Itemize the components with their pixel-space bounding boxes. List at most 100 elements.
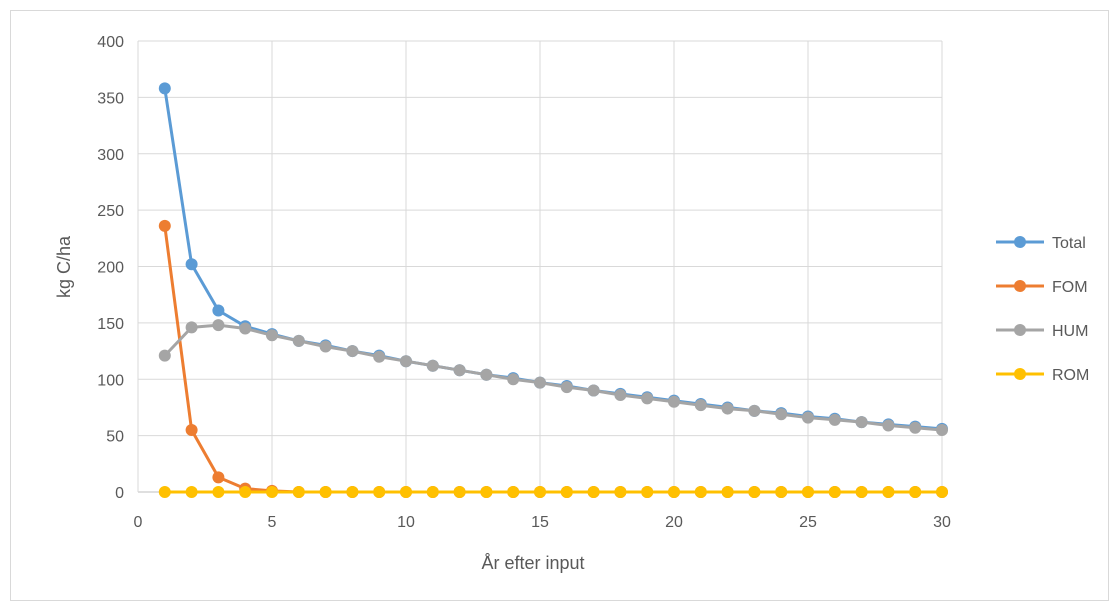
data-point-hum (373, 350, 386, 363)
y-tick-label: 400 (97, 34, 124, 51)
data-point-rom (426, 486, 439, 498)
y-axis-title: kg C/ha (54, 235, 74, 298)
data-point-rom (346, 486, 359, 498)
data-point-hum (855, 416, 868, 429)
data-point-rom (668, 486, 680, 498)
x-axis-title: År efter input (481, 553, 584, 573)
data-point-hum (426, 359, 439, 372)
y-tick-label: 0 (115, 485, 124, 502)
x-tick-label: 30 (933, 514, 951, 531)
data-point-rom (266, 486, 278, 498)
series-total (158, 82, 948, 435)
data-point-rom (721, 486, 734, 498)
gridlines (137, 40, 943, 493)
data-point-hum (694, 399, 707, 412)
data-point-rom (936, 486, 948, 498)
x-tick-label: 25 (799, 514, 817, 531)
legend: Total FOM HUM ROM (996, 235, 1089, 384)
data-point-total (212, 304, 225, 317)
data-point-rom (802, 486, 814, 498)
series-lines (158, 82, 948, 498)
legend-label: FOM (1052, 279, 1088, 296)
legend-item-total: Total (996, 235, 1086, 252)
data-point-fom (158, 219, 171, 232)
data-point-hum (802, 411, 814, 424)
y-axis-ticks: 0 50 100 150 200 250 300 350 400 (97, 34, 124, 502)
data-point-rom (614, 486, 627, 498)
data-point-hum (480, 368, 493, 381)
data-point-hum (292, 334, 305, 347)
data-point-hum (748, 404, 761, 417)
series-rom (158, 486, 948, 498)
legend-swatch-marker (1014, 236, 1026, 248)
y-tick-label: 200 (97, 260, 124, 277)
legend-label: ROM (1052, 367, 1089, 384)
legend-label: Total (1052, 235, 1086, 252)
data-point-hum (882, 419, 895, 432)
series-line-fom (163, 225, 942, 494)
x-tick-label: 5 (268, 514, 277, 531)
data-point-rom (292, 486, 305, 498)
data-point-rom (453, 486, 466, 498)
legend-swatch-marker (1014, 280, 1026, 292)
data-point-rom (909, 486, 922, 498)
series-fom (158, 219, 948, 498)
data-point-rom (185, 486, 198, 498)
legend-swatch-marker (1014, 368, 1026, 380)
data-point-rom (480, 486, 493, 498)
data-point-rom (587, 486, 600, 498)
series-hum (158, 319, 948, 436)
series-line-hum (163, 323, 943, 432)
data-point-hum (828, 413, 841, 426)
data-point-hum (614, 389, 627, 402)
data-point-hum (721, 402, 734, 415)
data-point-hum (453, 364, 466, 377)
data-point-hum (936, 423, 948, 436)
data-point-rom (775, 486, 788, 498)
data-point-rom (748, 486, 761, 498)
series-line-total (163, 88, 943, 431)
data-point-rom (239, 486, 252, 498)
data-point-hum (400, 355, 412, 368)
y-tick-label: 100 (97, 372, 124, 389)
data-point-hum (266, 329, 278, 342)
x-tick-label: 0 (134, 514, 143, 531)
y-tick-label: 50 (106, 429, 124, 446)
legend-item-fom: FOM (996, 279, 1088, 296)
data-point-hum (319, 340, 332, 353)
data-point-fom (212, 471, 225, 484)
data-point-hum (239, 322, 252, 335)
x-axis-ticks: 0 5 10 15 20 25 30 (134, 514, 951, 531)
data-point-total (158, 82, 171, 95)
data-point-hum (641, 392, 654, 405)
data-point-hum (668, 395, 680, 408)
data-point-rom (158, 486, 171, 498)
legend-item-hum: HUM (996, 323, 1088, 340)
x-tick-label: 10 (397, 514, 415, 531)
data-point-rom (641, 486, 654, 498)
x-tick-label: 20 (665, 514, 683, 531)
data-point-hum (346, 345, 359, 358)
data-point-rom (828, 486, 841, 498)
data-point-rom (212, 486, 225, 498)
data-point-hum (775, 408, 788, 421)
y-tick-label: 250 (97, 203, 124, 220)
data-point-rom (882, 486, 895, 498)
y-tick-label: 300 (97, 147, 124, 164)
chart-area (10, 10, 1109, 601)
legend-label: HUM (1052, 323, 1088, 340)
data-point-fom (185, 423, 198, 436)
data-point-hum (212, 319, 225, 332)
y-tick-label: 150 (97, 316, 124, 333)
data-point-rom (373, 486, 386, 498)
legend-item-rom: ROM (996, 367, 1089, 384)
data-point-hum (560, 381, 573, 394)
data-point-rom (855, 486, 868, 498)
data-point-rom (694, 486, 707, 498)
data-point-rom (534, 486, 546, 498)
data-point-rom (560, 486, 573, 498)
data-point-hum (158, 349, 171, 362)
y-tick-label: 350 (97, 90, 124, 107)
data-point-rom (400, 486, 412, 498)
